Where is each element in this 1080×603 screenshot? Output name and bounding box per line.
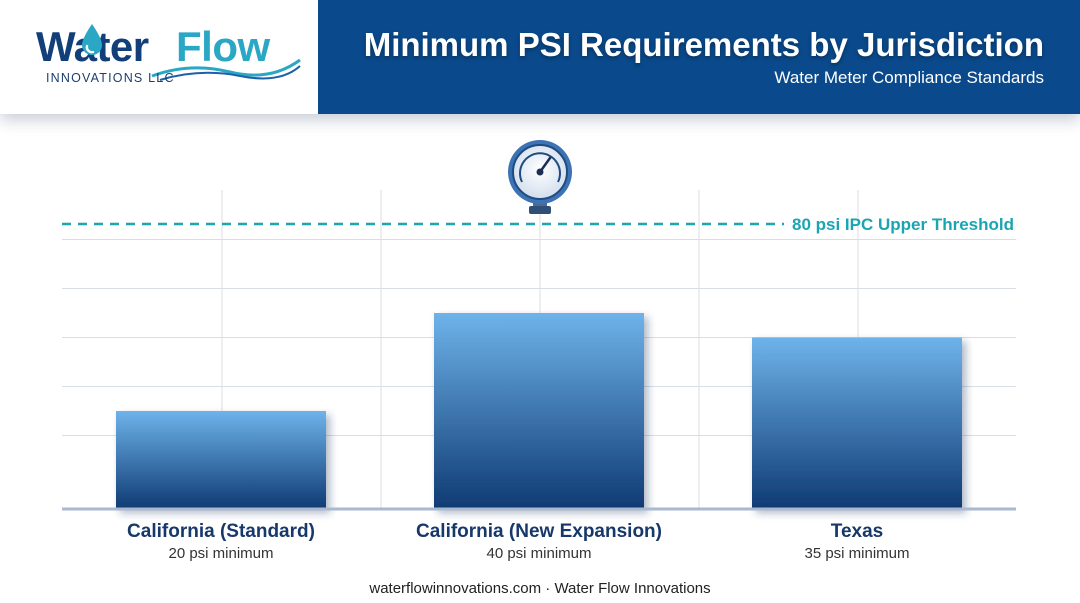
- category-label: California (Standard): [127, 521, 315, 542]
- category-label: California (New Expansion): [416, 521, 662, 542]
- value-label: 35 psi minimum: [804, 545, 909, 562]
- wave-swoosh-icon: [151, 58, 301, 81]
- threshold-line: 80 psi IPC Upper Threshold: [62, 215, 1014, 234]
- logo-subtitle: INNOVATIONS LLC: [46, 71, 175, 85]
- page-title: Minimum PSI Requirements by Jurisdiction: [363, 26, 1044, 63]
- bar: [116, 411, 326, 509]
- category-label: Texas: [831, 521, 883, 542]
- value-label: 20 psi minimum: [168, 545, 273, 562]
- water-drop-icon: [82, 24, 102, 55]
- threshold-label: 80 psi IPC Upper Threshold: [792, 215, 1014, 234]
- logo-word-flow: Flow: [176, 23, 270, 70]
- header: Water Flow INNOVATIONS LLC Minimum PSI R…: [0, 0, 1080, 114]
- value-label: 40 psi minimum: [486, 545, 591, 562]
- title-banner: Minimum PSI Requirements by Jurisdiction…: [318, 0, 1080, 114]
- footer-text: waterflowinnovations.com · Water Flow In…: [369, 580, 711, 597]
- pressure-gauge-icon: [508, 140, 572, 214]
- page-subtitle: Water Meter Compliance Standards: [774, 68, 1044, 87]
- category-labels: California (Standard) 20 psi minimum Calif…: [127, 521, 909, 562]
- logo: Water Flow INNOVATIONS LLC: [0, 0, 318, 114]
- bar: [434, 313, 644, 509]
- bar: [752, 337, 962, 509]
- chart-bars: [116, 313, 962, 509]
- bar-chart: 80 psi IPC Upper Threshold California (S…: [62, 140, 1016, 562]
